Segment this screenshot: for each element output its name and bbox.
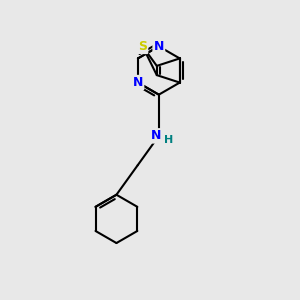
Text: N: N — [154, 40, 164, 53]
Text: S: S — [138, 40, 147, 53]
Text: H: H — [164, 135, 173, 145]
Text: N: N — [133, 76, 143, 89]
Text: N: N — [151, 129, 161, 142]
